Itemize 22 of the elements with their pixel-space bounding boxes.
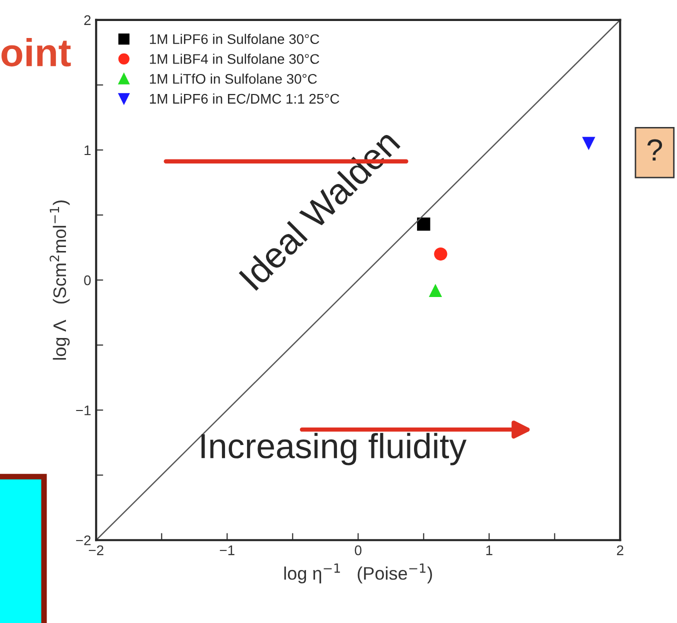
text: log η$^{−1}$ (Poise$^{−1}$): [284, 564, 432, 584]
y-axis-title: log Λ (Scm$^{2}$mol$^{−1}$): [50, 200, 70, 360]
point: [434, 247, 448, 261]
legend-label: 1M LiBF4 in Sulfolane 30°C: [150, 54, 320, 64]
y-tick-label: 1: [84, 145, 91, 156]
annotation: Increasing fluidity: [202, 432, 467, 466]
point: [428, 284, 442, 298]
y-tick-label: 2: [84, 15, 91, 25]
y-tick-label: −2: [76, 535, 91, 546]
legend-label: 1M LiTfO in Sulfolane 30°C: [150, 74, 317, 84]
y-tick-label: −1: [76, 406, 91, 416]
point: [417, 218, 430, 231]
text: oint: [2, 38, 71, 67]
text: ?: [647, 139, 662, 161]
x-tick-label: 1: [486, 546, 492, 556]
x-tick-label: 2: [616, 545, 624, 556]
legend-label: 1M LiPF6 in Sulfolane 30°C: [150, 34, 320, 44]
point: [582, 136, 596, 150]
y-tick-label: 0: [84, 275, 91, 286]
x-tick-label: −1: [220, 546, 234, 556]
legend-label: 1M LiPF6 in EC/DMC 1:1 25°C: [150, 94, 340, 104]
x-tick-label: 0: [354, 545, 362, 556]
